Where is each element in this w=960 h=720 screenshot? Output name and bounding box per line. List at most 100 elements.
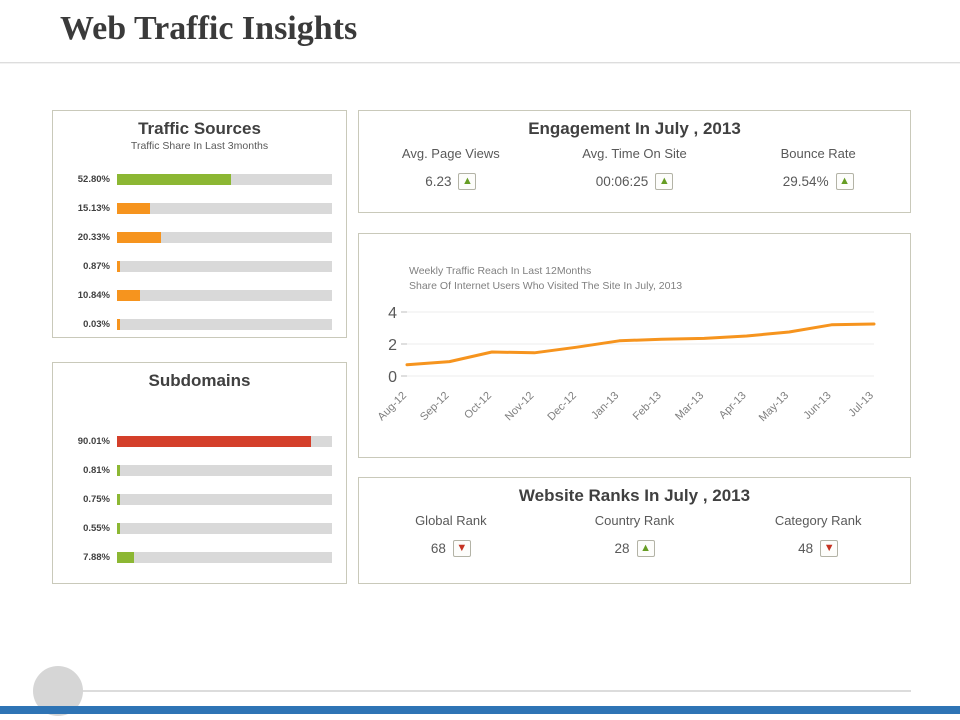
bar-fill xyxy=(117,436,311,447)
weekly-traffic-note: Weekly Traffic Reach In Last 12Months Sh… xyxy=(409,264,682,294)
bar-track xyxy=(117,203,332,214)
traffic-sources-title: Traffic Sources xyxy=(138,119,261,138)
bar-fill xyxy=(117,494,120,505)
bar-row: 10.84% xyxy=(53,281,332,310)
metric-label: Category Rank xyxy=(774,513,862,528)
x-tick-label: Mar-13 xyxy=(673,390,706,423)
bar-track xyxy=(117,494,332,505)
bar-track xyxy=(117,465,332,476)
bar-row: 15.13% xyxy=(53,194,332,223)
metric-value: 29.54% xyxy=(782,174,829,189)
bar-fill xyxy=(117,232,161,243)
metric: Global Rank 68 ▼ xyxy=(359,513,543,557)
bar-fill xyxy=(117,552,134,563)
bar-track xyxy=(117,523,332,534)
bar-row: 0.87% xyxy=(53,252,332,281)
y-tick-label: 0 xyxy=(388,369,397,386)
bar-value-label: 20.33% xyxy=(77,232,110,243)
metric-label: Country Rank xyxy=(594,513,675,528)
bar-fill xyxy=(117,319,120,330)
weekly-traffic-note-line2: Share Of Internet Users Who Visited The … xyxy=(409,280,683,293)
x-tick-label: May-13 xyxy=(757,390,791,424)
traffic-sources-panel: Traffic Sources Traffic Share In Last 3m… xyxy=(52,110,347,338)
metric-value: 28 xyxy=(614,541,630,556)
up-arrow-icon: ▲ xyxy=(835,173,854,190)
bar-value-label: 7.88% xyxy=(83,552,110,563)
traffic-sources-subtitle: Traffic Share In Last 3months xyxy=(130,140,269,152)
metric: Country Rank 28 ▲ xyxy=(543,513,727,557)
header-divider xyxy=(0,62,960,64)
metric-value-row: 28 ▲ xyxy=(543,540,727,557)
x-tick-label: Jul-13 xyxy=(846,390,876,420)
bar-track xyxy=(117,261,332,272)
bar-value-label: 52.80% xyxy=(77,174,110,185)
traffic-sources-bar-chart: 52.80% 15.13% 20.33% 0.87% 10.84% 0.03% xyxy=(53,165,346,339)
bar-value-label: 15.13% xyxy=(77,203,110,214)
bar-row: 0.03% xyxy=(53,310,332,339)
metric: Avg. Time On Site 00:06:25 ▲ xyxy=(543,146,727,190)
bar-value-label: 0.87% xyxy=(83,261,110,272)
up-arrow-icon: ▲ xyxy=(636,540,655,557)
bar-fill xyxy=(117,465,120,476)
y-tick-label: 4 xyxy=(388,305,397,322)
subdomains-title: Subdomains xyxy=(148,371,251,390)
subdomains-panel: Subdomains 90.01% 0.81% 0.75% 0.55% 7.88% xyxy=(52,362,347,584)
bar-fill xyxy=(117,174,231,185)
bar-row: 52.80% xyxy=(53,165,332,194)
bar-row: 7.88% xyxy=(53,543,332,572)
x-tick-label: Feb-13 xyxy=(631,390,664,423)
x-tick-label: Jan-13 xyxy=(589,390,621,422)
bar-row: 20.33% xyxy=(53,223,332,252)
engagement-metrics: Avg. Page Views 6.23 ▲ Avg. Time On Site 00:… xyxy=(359,146,910,190)
up-arrow-icon: ▲ xyxy=(655,173,674,190)
down-arrow-icon: ▼ xyxy=(452,540,471,557)
metric-label: Bounce Rate xyxy=(780,146,856,161)
website-ranks-metrics: Global Rank 68 ▼ Country Rank 28 ▲ Category Ra… xyxy=(359,513,910,557)
bar-track xyxy=(117,232,332,243)
subdomains-bar-chart: 90.01% 0.81% 0.75% 0.55% 7.88% xyxy=(53,427,346,572)
website-ranks-title: Website Ranks In July , 2013 xyxy=(518,486,751,505)
metric: Bounce Rate 29.54% ▲ xyxy=(726,146,910,190)
metric-label: Global Rank xyxy=(415,513,487,528)
bar-value-label: 0.55% xyxy=(83,523,110,534)
bar-track xyxy=(117,436,332,447)
x-tick-label: Dec-12 xyxy=(545,390,579,424)
x-tick-label: Jun-13 xyxy=(801,390,833,422)
x-tick-label: Aug-12 xyxy=(376,390,410,424)
bar-track xyxy=(117,319,332,330)
metric-value-row: 29.54% ▲ xyxy=(726,173,910,190)
metric-value-row: 68 ▼ xyxy=(359,540,543,557)
up-arrow-icon: ▲ xyxy=(458,173,477,190)
y-tick-label: 2 xyxy=(388,337,397,354)
x-tick-label: Apr-13 xyxy=(717,390,749,422)
bar-track xyxy=(117,290,332,301)
bar-track xyxy=(117,174,332,185)
metric-value: 6.23 xyxy=(425,174,452,189)
bar-value-label: 90.01% xyxy=(77,436,110,447)
bar-fill xyxy=(117,523,120,534)
weekly-traffic-note-line1: Weekly Traffic Reach In Last 12Months xyxy=(409,265,592,277)
metric-value: 48 xyxy=(798,541,814,556)
metric-value-row: 48 ▼ xyxy=(726,540,910,557)
metric-value-row: 00:06:25 ▲ xyxy=(543,173,727,190)
traffic-line-series xyxy=(405,322,876,367)
footer-line xyxy=(58,690,911,692)
bar-fill xyxy=(117,290,141,301)
engagement-title: Engagement In July , 2013 xyxy=(528,119,741,138)
metric-label: Avg. Time On Site xyxy=(582,146,687,161)
website-ranks-panel: Website Ranks In July , 2013 Global Rank… xyxy=(358,477,911,584)
engagement-panel: Engagement In July , 2013 Avg. Page View… xyxy=(358,110,911,213)
metric: Avg. Page Views 6.23 ▲ xyxy=(359,146,543,190)
bar-value-label: 0.03% xyxy=(83,319,110,330)
bar-value-label: 0.81% xyxy=(83,465,110,476)
footer-accent-bar xyxy=(0,706,960,714)
bar-value-label: 10.84% xyxy=(77,290,110,301)
bar-track xyxy=(117,552,332,563)
metric-value: 00:06:25 xyxy=(595,174,649,189)
x-tick-label: Nov-12 xyxy=(503,390,537,424)
metric: Category Rank 48 ▼ xyxy=(726,513,910,557)
bar-row: 0.75% xyxy=(53,485,332,514)
bar-fill xyxy=(117,261,120,272)
x-tick-label: Oct-12 xyxy=(462,390,494,422)
